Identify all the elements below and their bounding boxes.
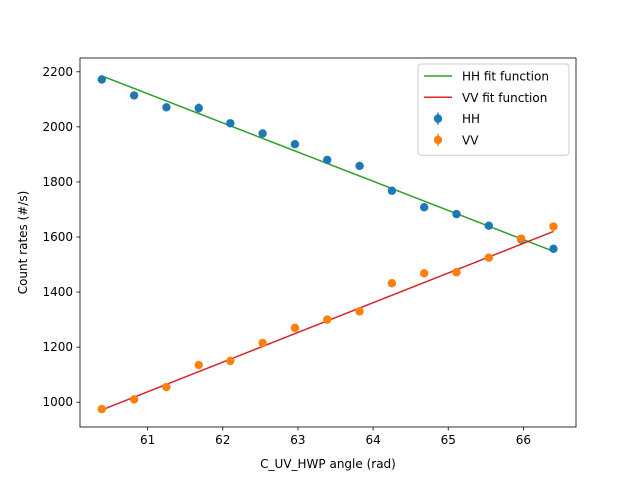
legend-box [417, 63, 570, 156]
y-axis-label: Count rates (#/s) [16, 191, 30, 295]
x-tick-label: 66 [516, 433, 531, 447]
data-point [194, 103, 203, 113]
data-point [419, 203, 429, 212]
data-point [97, 75, 106, 84]
data-point [484, 253, 494, 262]
data-point [549, 222, 558, 231]
data-point [355, 307, 364, 316]
legend-label: VV fit function [462, 91, 547, 105]
axes-frame [79, 57, 577, 428]
y-tick-label: 1800 [42, 175, 73, 189]
data-point [452, 209, 461, 219]
data-point [387, 279, 397, 288]
data-point [226, 356, 235, 366]
data-point [387, 186, 397, 195]
legend-label: HH [462, 112, 480, 126]
y-tick-label: 2000 [42, 120, 73, 134]
data-point [516, 234, 526, 243]
x-tick-label: 63 [290, 433, 305, 447]
data-point [162, 103, 171, 112]
y-tick-label: 2200 [42, 65, 73, 79]
data-point [258, 129, 267, 138]
data-point [129, 91, 139, 100]
plot-area [97, 75, 558, 414]
data-point [129, 395, 139, 404]
x-tick-label: 62 [215, 433, 230, 447]
legend-marker-swatch [433, 135, 443, 145]
data-point [323, 155, 332, 165]
y-tick-label: 1200 [42, 340, 73, 354]
legend-marker-swatch [433, 114, 443, 123]
x-tick-label: 61 [140, 433, 155, 447]
legend: HH fit function VV fit function HH VV [417, 63, 570, 156]
y-tick-label: 1000 [42, 395, 73, 409]
data-point [484, 221, 494, 230]
ticks: 61 62 63 64 65 66 1000 1200 1400 1600 1800 2000 2200 [42, 65, 531, 447]
data-point [452, 268, 461, 277]
x-tick-label: 64 [365, 433, 380, 447]
data-point [355, 161, 364, 171]
data-point [290, 139, 300, 149]
x-axis-label: C_UV_HWP angle (rad) [260, 457, 396, 471]
legend-label: HH fit function [462, 70, 549, 84]
data-point [226, 119, 235, 128]
y-tick-label: 1400 [42, 285, 73, 299]
data-point [194, 360, 203, 370]
data-point [258, 338, 267, 348]
data-point [162, 382, 171, 392]
data-point [323, 315, 332, 324]
x-tick-label: 65 [441, 433, 456, 447]
y-tick-label: 1600 [42, 230, 73, 244]
data-point [290, 323, 300, 333]
data-point [419, 269, 429, 278]
data-point [549, 244, 558, 254]
legend-label: VV [462, 133, 479, 147]
data-point [97, 404, 106, 414]
